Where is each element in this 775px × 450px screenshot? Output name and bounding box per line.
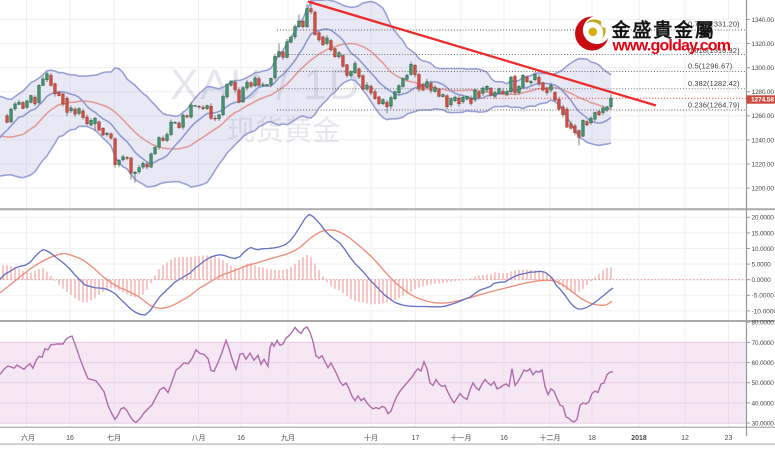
svg-text:0.5(1296.67): 0.5(1296.67) xyxy=(688,62,732,71)
svg-text:16: 16 xyxy=(237,435,245,442)
svg-text:十一月: 十一月 xyxy=(451,433,472,442)
svg-text:16: 16 xyxy=(500,435,508,442)
svg-text:50.0000: 50.0000 xyxy=(752,380,775,387)
svg-text:60.0000: 60.0000 xyxy=(752,360,775,367)
svg-text:15.0000: 15.0000 xyxy=(752,230,775,237)
svg-text:-10.0000: -10.0000 xyxy=(752,308,775,315)
svg-text:2018: 2018 xyxy=(631,435,647,442)
svg-text:18: 18 xyxy=(588,435,596,442)
svg-text:八月: 八月 xyxy=(192,434,206,442)
svg-text:1220.00: 1220.00 xyxy=(752,161,775,168)
svg-text:30.0000: 30.0000 xyxy=(752,421,775,428)
svg-text:80.0000: 80.0000 xyxy=(752,320,775,327)
svg-text:1300.00: 1300.00 xyxy=(752,65,775,72)
svg-text:1274.58: 1274.58 xyxy=(751,97,774,104)
svg-text:十二月: 十二月 xyxy=(540,433,561,442)
svg-text:0.382(1282.42): 0.382(1282.42) xyxy=(688,79,740,88)
svg-text:16: 16 xyxy=(66,435,74,442)
svg-text:六月: 六月 xyxy=(21,433,35,442)
svg-text:17: 17 xyxy=(412,435,420,442)
svg-text:九月: 九月 xyxy=(281,433,295,442)
svg-text:1320.00: 1320.00 xyxy=(752,41,775,48)
svg-text:10.0000: 10.0000 xyxy=(752,246,775,253)
svg-text:12: 12 xyxy=(681,435,689,442)
svg-text:1200.00: 1200.00 xyxy=(752,186,775,193)
svg-text:七月: 七月 xyxy=(107,433,121,442)
svg-text:1240.00: 1240.00 xyxy=(752,137,775,144)
svg-text:1260.00: 1260.00 xyxy=(752,113,775,120)
svg-text:1280.00: 1280.00 xyxy=(752,89,775,96)
svg-text:20.0000: 20.0000 xyxy=(752,215,775,222)
svg-text:5.0000: 5.0000 xyxy=(752,262,772,269)
svg-text:0.236(1264.79): 0.236(1264.79) xyxy=(688,100,740,109)
svg-text:40.0000: 40.0000 xyxy=(752,400,775,407)
svg-text:1340.00: 1340.00 xyxy=(752,17,775,24)
svg-text:www.golday.com: www.golday.com xyxy=(612,38,732,55)
svg-text:-5.0000: -5.0000 xyxy=(752,293,775,300)
svg-text:23: 23 xyxy=(725,435,733,442)
svg-text:70.0000: 70.0000 xyxy=(752,340,775,347)
svg-text:十月: 十月 xyxy=(364,433,378,442)
svg-text:0.0000: 0.0000 xyxy=(752,277,772,284)
